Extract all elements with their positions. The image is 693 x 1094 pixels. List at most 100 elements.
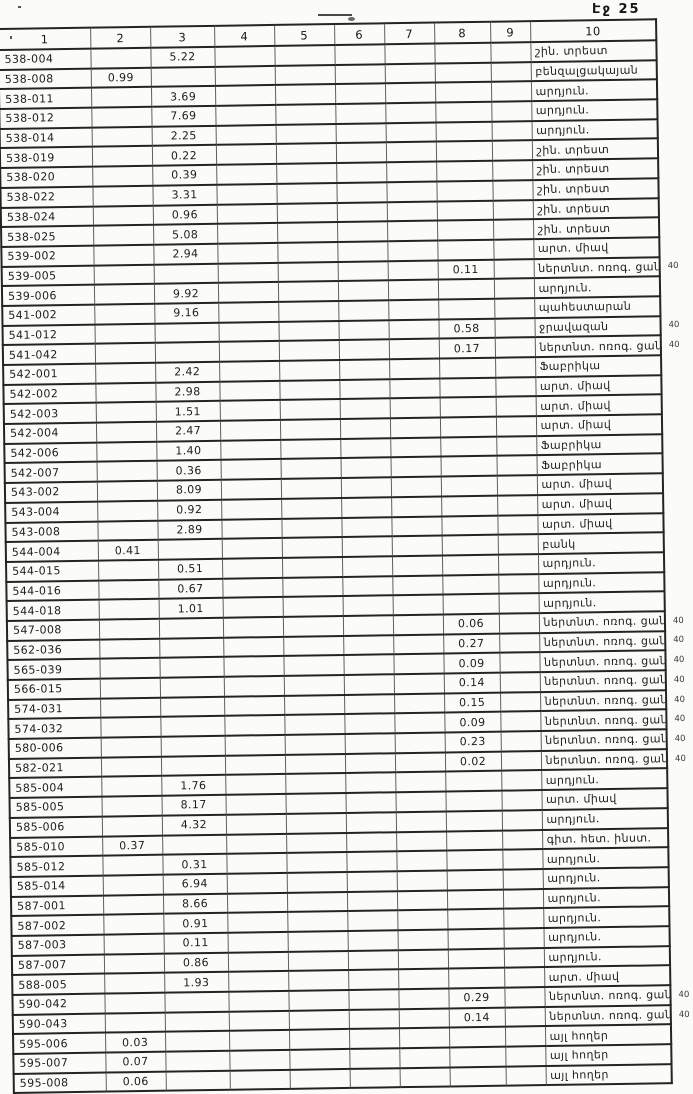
value-cell-col5 bbox=[274, 84, 336, 106]
category-label-cell: այլ հողեր bbox=[544, 1024, 672, 1047]
parcel-id-cell: 595-006 bbox=[13, 1032, 106, 1054]
value-cell-col6 bbox=[337, 241, 388, 262]
value-cell-col4 bbox=[220, 479, 282, 500]
value-cell-col5 bbox=[278, 300, 339, 322]
value-cell-col9 bbox=[498, 573, 539, 594]
value-cell-col3: 9.92 bbox=[153, 283, 219, 304]
value-cell-col7 bbox=[396, 830, 447, 852]
margin-note bbox=[658, 138, 688, 158]
value-cell-col3: 2.47 bbox=[155, 420, 221, 442]
column-header: 10 bbox=[530, 19, 657, 43]
value-cell-col3: 0.51 bbox=[157, 558, 223, 580]
column-header: 5 bbox=[274, 24, 335, 46]
value-cell-col4 bbox=[225, 774, 286, 795]
value-cell-col8 bbox=[442, 593, 499, 615]
value-cell-col6 bbox=[345, 812, 397, 833]
margin-note bbox=[668, 827, 693, 847]
parcel-id-cell: 585-010 bbox=[10, 836, 103, 858]
value-cell-col3: 3.31 bbox=[152, 184, 217, 206]
value-cell-col7 bbox=[394, 693, 445, 714]
value-cell-col9 bbox=[505, 1046, 546, 1067]
value-cell-col7 bbox=[389, 397, 440, 419]
value-cell-col8 bbox=[434, 62, 491, 83]
margin-note bbox=[665, 591, 693, 611]
category-label-cell: ներտնտ. ոռոգ. ցանց bbox=[539, 650, 666, 673]
value-cell-col2 bbox=[90, 87, 152, 108]
value-cell-col8 bbox=[436, 200, 493, 221]
value-cell-col6 bbox=[343, 674, 395, 695]
value-cell-col4 bbox=[216, 183, 277, 205]
parcel-id-cell: 590-043 bbox=[12, 1013, 106, 1035]
column-header: 6 bbox=[334, 23, 385, 46]
value-cell-col3 bbox=[164, 991, 229, 1013]
value-cell-col3: 2.25 bbox=[151, 125, 216, 147]
value-cell-col4 bbox=[228, 971, 289, 992]
margin-note bbox=[657, 60, 687, 80]
value-cell-col6 bbox=[347, 910, 398, 931]
value-cell-col8: 0.14 bbox=[448, 1007, 505, 1028]
parcel-id-cell: 566-015 bbox=[7, 678, 101, 700]
registry-table: 1 2 3 4 5 6 7 8 9 10 538-004 5.22 շին. տրեստ 538-008… bbox=[0, 18, 693, 1094]
value-cell-col4 bbox=[221, 538, 282, 559]
value-cell-col5 bbox=[281, 517, 342, 539]
margin-note bbox=[669, 886, 693, 906]
value-cell-col4 bbox=[226, 892, 288, 913]
value-cell-col5 bbox=[284, 753, 346, 775]
value-cell-col9 bbox=[501, 770, 542, 791]
value-cell-col7 bbox=[389, 417, 441, 439]
category-label-cell: պահեստարան bbox=[534, 296, 661, 318]
category-label-cell: այլ հողեր bbox=[545, 1063, 672, 1086]
margin-note bbox=[660, 276, 690, 296]
category-label-cell: արդյուն. bbox=[537, 552, 665, 574]
parcel-id-cell: 541-012 bbox=[2, 324, 95, 346]
parcel-id-cell: 587-001 bbox=[10, 895, 104, 917]
value-cell-col3: 1.93 bbox=[164, 972, 229, 993]
margin-note bbox=[671, 1024, 693, 1044]
value-cell-col5 bbox=[280, 478, 342, 499]
value-cell-col6 bbox=[334, 44, 385, 65]
value-cell-col2 bbox=[99, 677, 161, 699]
category-label-cell: ներտնտ. ոռոգ. ցանց bbox=[533, 256, 660, 279]
value-cell-col2 bbox=[102, 854, 163, 876]
table-body: 538-004 5.22 շին. տրեստ 538-008 0.99 բենզալցա… bbox=[0, 40, 693, 1094]
value-cell-col3: 9.16 bbox=[154, 302, 219, 324]
category-label-cell: արտ. միավ bbox=[537, 512, 664, 535]
parcel-id-cell: 574-031 bbox=[8, 698, 101, 720]
parcel-id-cell: 585-006 bbox=[9, 816, 103, 838]
value-cell-col2: 0.37 bbox=[102, 835, 163, 856]
value-cell-col5 bbox=[286, 891, 348, 913]
value-cell-col8 bbox=[440, 456, 497, 477]
value-cell-col8 bbox=[448, 1027, 506, 1048]
value-cell-col7 bbox=[392, 594, 443, 616]
value-cell-col4 bbox=[229, 1069, 290, 1091]
category-label-cell: ներտնտ. ոռոգ. ցանց bbox=[544, 985, 671, 1007]
category-label-cell: արտ. միավ bbox=[535, 414, 663, 436]
parcel-id-cell: 538-020 bbox=[0, 166, 93, 188]
value-cell-col3: 2.98 bbox=[155, 381, 220, 403]
value-cell-col5 bbox=[284, 714, 345, 735]
parcel-id-cell: 538-012 bbox=[0, 107, 92, 129]
column-header: 1 bbox=[0, 27, 91, 51]
value-cell-col4 bbox=[215, 144, 277, 165]
category-label-cell: Ֆաբրիկա bbox=[536, 453, 663, 476]
value-cell-col5 bbox=[282, 615, 344, 637]
value-cell-col9 bbox=[505, 1065, 546, 1087]
margin-note bbox=[657, 79, 687, 99]
margin-note bbox=[656, 40, 686, 60]
category-label-cell: արտ. միավ bbox=[536, 473, 664, 495]
parcel-id-cell: 585-014 bbox=[10, 875, 103, 897]
column-header: 2 bbox=[90, 26, 151, 49]
value-cell-col7 bbox=[388, 299, 439, 320]
value-cell-col9 bbox=[503, 927, 544, 949]
value-cell-col3: 0.86 bbox=[163, 952, 229, 973]
value-cell-col7 bbox=[390, 476, 442, 498]
value-cell-col9 bbox=[497, 514, 538, 535]
value-cell-col6 bbox=[342, 575, 393, 597]
value-cell-col4 bbox=[216, 164, 277, 185]
value-cell-col6 bbox=[338, 339, 390, 361]
value-cell-col8 bbox=[448, 967, 505, 989]
value-cell-col7 bbox=[396, 870, 447, 891]
value-cell-col5 bbox=[278, 320, 339, 342]
value-cell-col4 bbox=[228, 1030, 290, 1051]
parcel-id-cell: 538-004 bbox=[0, 48, 91, 70]
